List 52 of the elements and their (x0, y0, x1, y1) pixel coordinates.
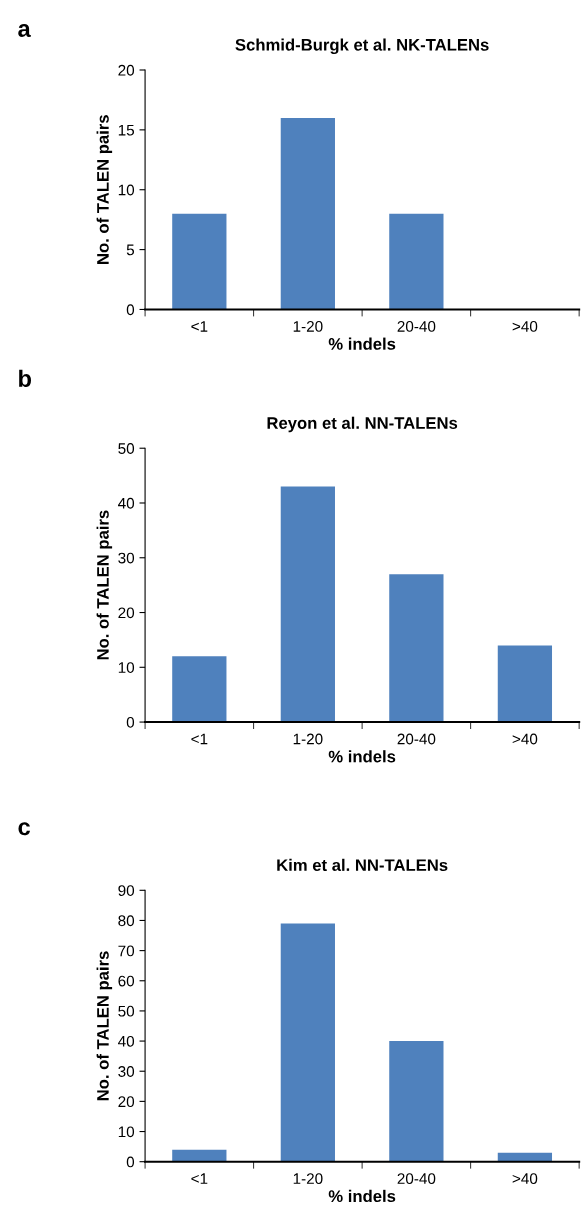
chart-title: Schmid-Burgk et al. NK-TALENs (235, 38, 489, 55)
y-tick-label: 10 (118, 184, 135, 196)
chart-title: Reyon et al. NN-TALENs (267, 416, 458, 433)
x-tick-label: >40 (512, 733, 538, 745)
text: c (18, 822, 30, 836)
x-tick-label: 1-20 (293, 733, 323, 745)
y-tick-label: 70 (118, 945, 135, 957)
y-axis-title: No. of TALEN pairs (96, 115, 113, 264)
x-axis-title: % indels (328, 750, 396, 763)
x-tick-label: 1-20 (293, 320, 323, 332)
y-tick-label: 80 (118, 915, 135, 927)
chart-title: Kim et al. NN-TALENs (277, 858, 448, 872)
y-tick-label: 20 (118, 607, 135, 619)
x-tick-label: 20-40 (397, 1173, 436, 1185)
y-tick-label: 90 (118, 885, 135, 896)
y-tick-label: 60 (118, 975, 135, 987)
y-tick-label: 5 (126, 244, 135, 256)
x-tick-label: 20-40 (397, 320, 436, 332)
y-tick-label: 30 (118, 552, 135, 564)
x-axis-title: % indels (328, 337, 396, 350)
bar (172, 1149, 227, 1162)
x-tick-label: >40 (512, 320, 538, 332)
x-tick-label: >40 (512, 1173, 538, 1185)
y-tick-label: 30 (118, 1066, 135, 1077)
text: a (18, 24, 31, 38)
bar (280, 486, 335, 723)
x-tick-label: 20-40 (397, 733, 436, 745)
y-tick-label: 10 (118, 1126, 135, 1138)
y-tick-label: 0 (126, 304, 135, 316)
y-tick-label: 40 (118, 1035, 135, 1047)
y-tick-label: 0 (126, 716, 135, 728)
y-tick-label: 20 (118, 64, 135, 76)
text: b (19, 369, 31, 388)
y-tick-label: 20 (118, 1096, 135, 1108)
bar (389, 574, 444, 723)
x-tick-label: 1-20 (293, 1173, 323, 1185)
x-axis-title: % indels (328, 1189, 396, 1203)
x-tick-label: <1 (191, 1173, 208, 1184)
y-tick-label: 15 (118, 124, 135, 136)
y-axis-title: No. of TALEN pairs (96, 951, 113, 1101)
bar (172, 656, 227, 723)
y-tick-label: 10 (118, 662, 135, 673)
bar (280, 923, 335, 1162)
y-tick-label: 40 (118, 497, 135, 509)
y-tick-label: 0 (126, 1156, 135, 1168)
x-tick-label: <1 (191, 733, 208, 745)
bar (497, 645, 553, 723)
bar (389, 1041, 444, 1162)
x-tick-label: <1 (191, 321, 208, 332)
y-tick-label: 50 (118, 443, 135, 454)
y-tick-label: 50 (118, 1005, 135, 1017)
y-axis-title: No. of TALEN pairs (96, 510, 113, 660)
